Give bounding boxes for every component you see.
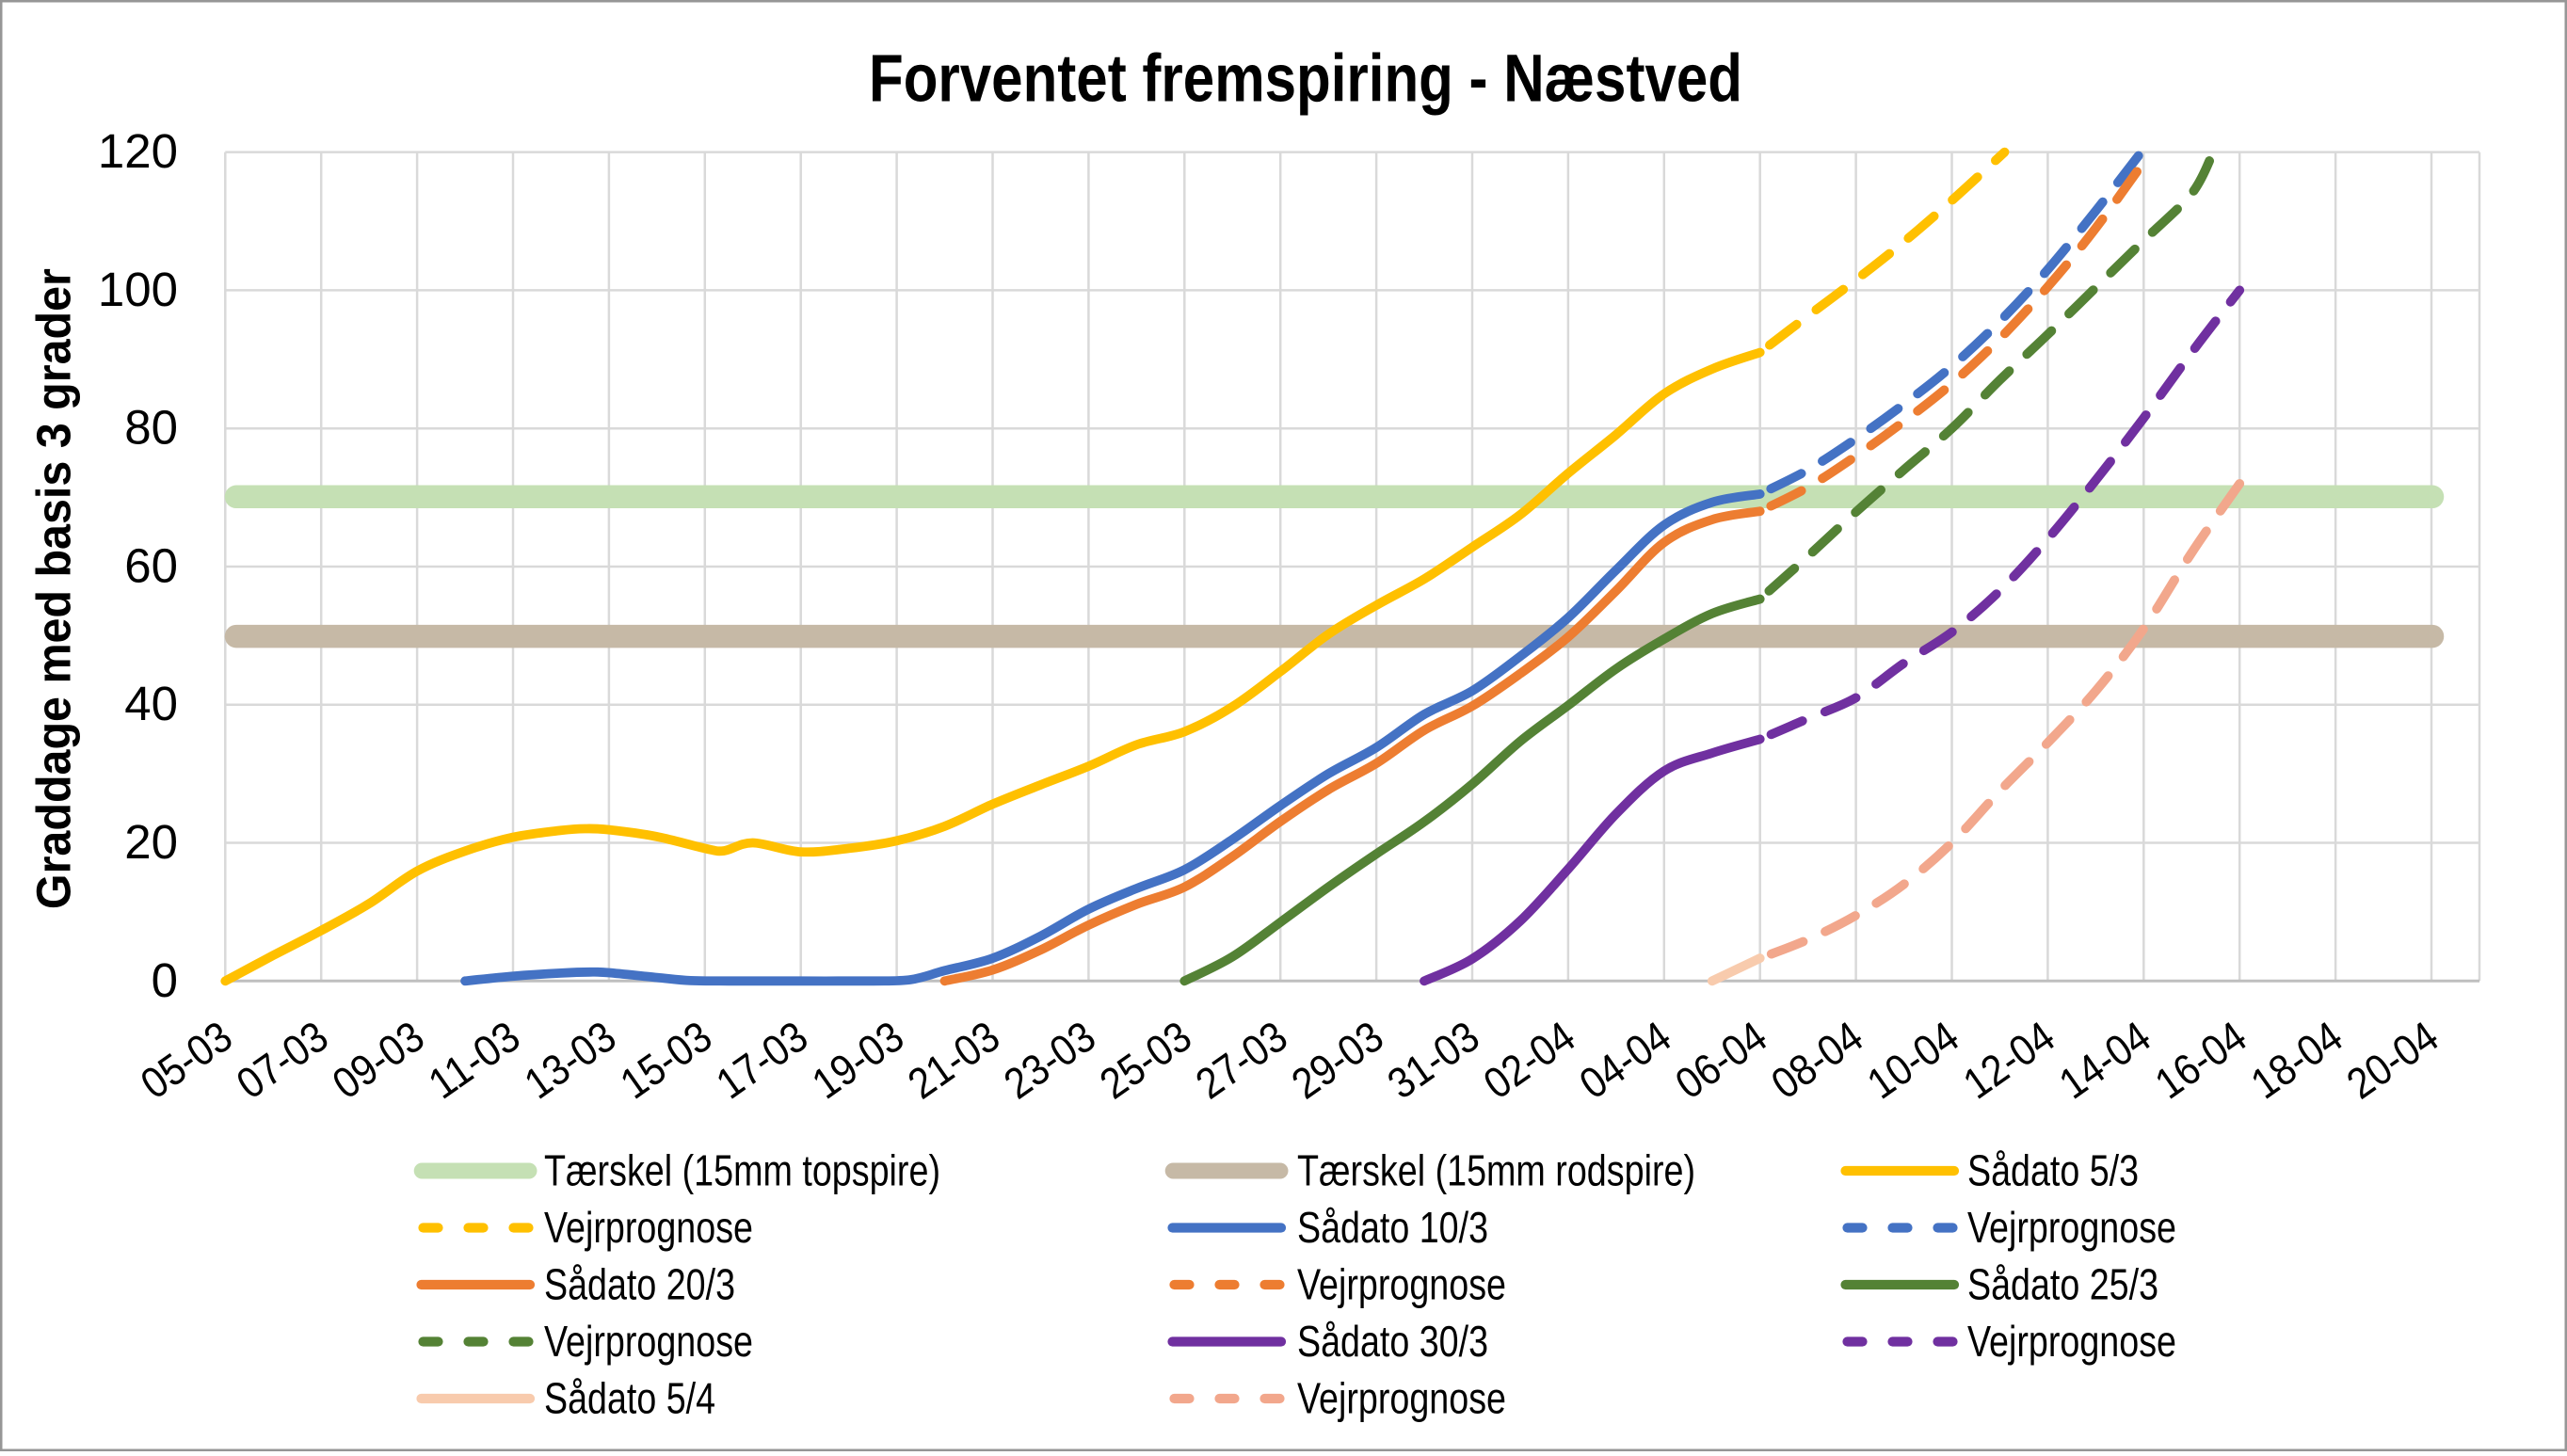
svg-text:Sådato 20/3: Sådato 20/3: [544, 1260, 735, 1309]
svg-text:Vejrprognose: Vejrprognose: [1297, 1374, 1506, 1423]
svg-text:Vejrprognose: Vejrprognose: [1297, 1260, 1506, 1309]
svg-text:Tærskel (15mm rodspire): Tærskel (15mm rodspire): [1297, 1146, 1695, 1195]
svg-text:Sådato 30/3: Sådato 30/3: [1297, 1317, 1488, 1366]
svg-text:Vejrprognose: Vejrprognose: [544, 1203, 753, 1252]
svg-text:80: 80: [124, 401, 178, 455]
svg-text:0: 0: [152, 953, 178, 1007]
svg-text:100: 100: [98, 263, 178, 316]
svg-text:60: 60: [124, 539, 178, 593]
svg-text:40: 40: [124, 677, 178, 730]
svg-text:120: 120: [98, 124, 178, 178]
svg-text:Vejrprognose: Vejrprognose: [544, 1317, 753, 1366]
svg-text:Tærskel (15mm topspire): Tærskel (15mm topspire): [544, 1146, 940, 1195]
svg-text:Sådato 10/3: Sådato 10/3: [1297, 1203, 1488, 1252]
svg-text:Forventet fremspiring - Næstve: Forventet fremspiring - Næstved: [869, 42, 1742, 117]
svg-text:Vejrprognose: Vejrprognose: [1967, 1317, 2176, 1366]
svg-text:Sådato 25/3: Sådato 25/3: [1967, 1260, 2158, 1309]
svg-text:Sådato 5/4: Sådato 5/4: [544, 1374, 715, 1423]
svg-text:Sådato 5/3: Sådato 5/3: [1967, 1146, 2139, 1195]
svg-text:Vejrprognose: Vejrprognose: [1967, 1203, 2176, 1252]
svg-text:20: 20: [124, 815, 178, 869]
svg-text:Graddage med basis 3 grader: Graddage med basis 3 grader: [27, 268, 81, 909]
